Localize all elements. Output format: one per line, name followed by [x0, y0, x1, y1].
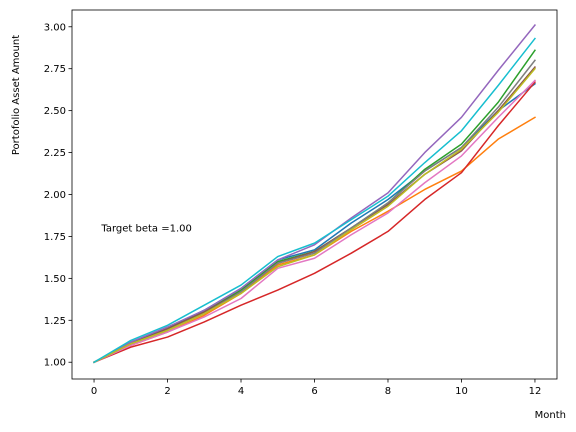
y-tick-label: 1.50: [44, 274, 66, 285]
y-axis-label: Portofolio Asset Amount: [11, 35, 22, 155]
series-line-7: [93, 79, 537, 364]
y-tick-label: 2.25: [44, 148, 66, 159]
series-layer: [93, 24, 537, 364]
y-tick-label: 2.75: [44, 64, 66, 75]
x-axis-ticks: 0 2 4 6 8 10 12: [91, 379, 541, 397]
x-tick-label: 4: [238, 386, 244, 397]
x-tick-label: 2: [164, 386, 170, 397]
annotation-target-beta: Target beta =1.00: [100, 224, 192, 235]
x-tick-label: 6: [311, 386, 317, 397]
x-tick-label: 12: [529, 386, 542, 397]
series-line-9: [93, 67, 537, 364]
y-tick-label: 2.50: [44, 106, 66, 117]
series-line-5: [93, 24, 537, 364]
y-tick-label: 3.00: [44, 22, 66, 33]
series-line-6: [93, 65, 537, 364]
y-tick-label: 1.00: [44, 358, 66, 369]
y-tick-label: 1.25: [44, 316, 66, 327]
x-tick-label: 0: [91, 386, 97, 397]
x-tick-label: 8: [385, 386, 391, 397]
y-axis-ticks: 1.00 1.25 1.50 1.75 2.00 2.25 2.50 2.75 3.00: [44, 22, 72, 369]
y-tick-label: 1.75: [44, 232, 66, 243]
series-line-10: [93, 37, 537, 364]
x-tick-label: 10: [455, 386, 468, 397]
y-tick-label: 2.00: [44, 190, 66, 201]
series-line-4: [93, 81, 537, 364]
x-axis-label: Month: [535, 410, 566, 421]
